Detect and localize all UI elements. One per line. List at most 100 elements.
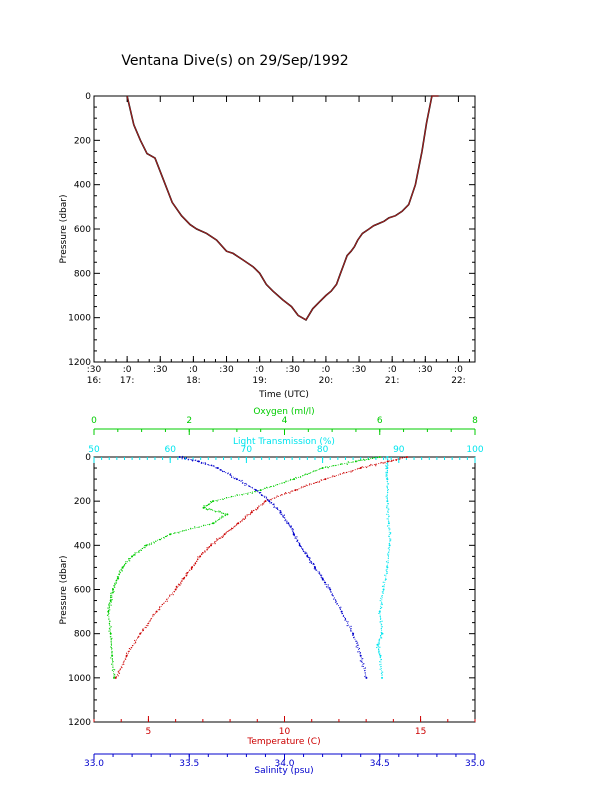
temperature-sample-dot: [327, 477, 329, 479]
temperature-sample-dot: [180, 580, 183, 582]
oxygen-data-point: [321, 467, 324, 470]
light-sample-dot: [382, 592, 384, 594]
salinity-sample-dot: [276, 507, 279, 509]
oxygen-sample-dot: [222, 498, 224, 501]
light-sample-dot: [381, 623, 383, 626]
temperature-sample-dot: [239, 521, 242, 523]
temperature-data-point: [114, 676, 117, 679]
oxygen-sample-dot: [165, 535, 167, 538]
salinity-sample-dot: [327, 584, 329, 586]
temperature-sample-dot: [190, 568, 193, 570]
temperature-sample-dot: [208, 546, 210, 549]
light-sample-dot: [386, 507, 388, 509]
light-sample-dot: [381, 585, 384, 587]
temperature-sample-dot: [342, 472, 345, 474]
light-sample-dot: [389, 532, 392, 534]
oxygen-sample-dot: [111, 599, 113, 601]
salinity-tick-label: 35.0: [465, 759, 485, 769]
temperature-sample-dot: [166, 598, 168, 600]
temperature-sample-dot: [190, 566, 193, 568]
light-sample-dot: [385, 464, 387, 466]
salinity-sample-dot: [281, 515, 284, 517]
salinity-data-point: [235, 478, 238, 481]
salinity-sample-dot: [306, 552, 308, 554]
temperature-data-point: [139, 632, 142, 635]
temperature-sample-dot: [166, 600, 168, 602]
temperature-sample-dot: [128, 647, 131, 650]
oxygen-sample-dot: [221, 515, 223, 517]
oxygen-sample-dot: [110, 643, 112, 645]
light-sample-dot: [385, 468, 387, 470]
salinity-sample-dot: [324, 583, 326, 585]
temperature-sample-dot: [232, 527, 234, 530]
light-sample-dot: [380, 658, 382, 661]
temperature-sample-dot: [214, 541, 216, 543]
temperature-sample-dot: [255, 509, 258, 511]
light-sample-dot: [387, 458, 389, 461]
light-sample-dot: [381, 671, 384, 673]
oxygen-sample-dot: [325, 466, 327, 468]
temperature-sample-dot: [263, 503, 265, 505]
light-sample-dot: [386, 462, 388, 465]
temperature-sample-dot: [225, 532, 227, 534]
oxygen-sample-dot: [119, 571, 121, 574]
light-profile: [376, 456, 392, 679]
temperature-sample-dot: [350, 471, 352, 473]
salinity-sample-dot: [233, 477, 235, 480]
oxygen-sample-dot: [221, 512, 223, 514]
oxygen-sample-dot: [215, 521, 217, 523]
salinity-sample-dot: [308, 556, 310, 559]
temperature-sample-dot: [145, 626, 147, 629]
temperature-sample-dot: [180, 583, 182, 585]
light-tick-label: 80: [317, 445, 329, 455]
temperature-data-point: [250, 511, 253, 514]
salinity-sample-dot: [335, 599, 337, 601]
oxygen-data-point: [354, 460, 357, 463]
oxygen-data-point: [226, 513, 229, 516]
light-sample-dot: [380, 672, 383, 675]
light-sample-dot: [382, 633, 384, 635]
salinity-sample-dot: [315, 569, 317, 571]
salinity-sample-dot: [310, 561, 312, 563]
salinity-sample-dot: [364, 672, 366, 674]
oxygen-sample-dot: [223, 512, 225, 515]
oxygen-sample-dot: [112, 666, 114, 668]
oxygen-sample-dot: [182, 530, 184, 532]
oxygen-sample-dot: [110, 638, 112, 640]
salinity-sample-dot: [284, 517, 286, 519]
x-tick-label-minutes: :0: [123, 365, 132, 375]
temperature-sample-dot: [236, 523, 238, 525]
oxygen-sample-dot: [118, 570, 121, 572]
dive-profile-y-axis-label: Pressure (dbar): [59, 195, 69, 264]
salinity-sample-dot: [294, 537, 296, 539]
oxygen-data-point: [113, 676, 116, 679]
oxygen-sample-dot: [108, 603, 110, 605]
salinity-sample-dot: [280, 513, 282, 516]
temperature-sample-dot: [284, 493, 286, 495]
temperature-sample-dot: [315, 481, 318, 484]
oxygen-sample-dot: [312, 470, 315, 472]
light-data-point: [388, 544, 391, 547]
oxygen-sample-dot: [283, 482, 286, 484]
salinity-sample-dot: [360, 661, 363, 663]
oxygen-sample-dot: [133, 553, 135, 556]
light-sample-dot: [379, 664, 381, 666]
x-tick-label-minutes: :0: [388, 365, 397, 375]
temperature-sample-dot: [177, 583, 180, 585]
oxygen-sample-dot: [110, 592, 112, 594]
oxygen-sample-dot: [155, 540, 157, 542]
salinity-sample-dot: [204, 462, 206, 464]
light-sample-dot: [390, 540, 392, 542]
x-tick-label-minutes: :30: [352, 365, 367, 375]
oxygen-sample-dot: [205, 508, 207, 510]
salinity-axis-label: Salinity (psu): [254, 766, 313, 776]
salinity-data-point: [306, 555, 309, 558]
temperature-tick-label: 15: [415, 727, 426, 737]
temperature-sample-dot: [276, 495, 278, 497]
salinity-sample-dot: [342, 615, 344, 617]
oxygen-sample-dot: [210, 501, 213, 503]
temperature-sample-dot: [117, 675, 119, 677]
temperature-sample-dot: [257, 508, 259, 510]
salinity-sample-dot: [197, 460, 199, 463]
oxygen-data-point: [109, 632, 112, 635]
